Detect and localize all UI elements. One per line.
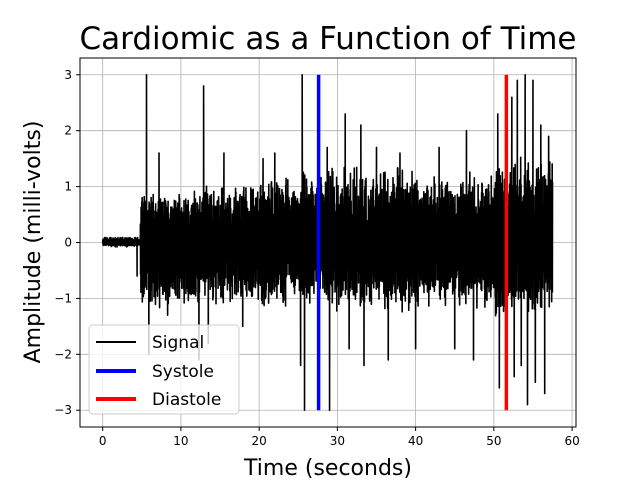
y-axis-ticks: −3 −2 −1 0 1 2 3: [54, 68, 80, 417]
legend-label-systole: Systole: [152, 362, 214, 382]
legend: Signal Systole Diastole: [88, 324, 240, 415]
y-tick-label: −1: [54, 291, 72, 305]
x-tick-label: 60: [564, 434, 579, 448]
signal-line: [101, 73, 554, 412]
legend-label-signal: Signal: [152, 333, 204, 353]
x-tick-label: 40: [408, 434, 423, 448]
y-tick-label: 3: [64, 68, 72, 82]
x-axis-label: Time (seconds): [243, 456, 412, 480]
x-tick-label: 30: [330, 434, 345, 448]
y-tick-label: 0: [64, 236, 72, 250]
x-tick-label: 10: [173, 434, 188, 448]
chart-title: Cardiomic as a Function of Time: [80, 21, 577, 57]
y-tick-label: −2: [54, 347, 72, 361]
y-tick-label: 2: [64, 124, 72, 138]
y-axis-label: Amplitude (milli-volts): [21, 121, 46, 364]
x-tick-label: 20: [252, 434, 267, 448]
marker-lines: [316, 74, 509, 411]
x-tick-label: 0: [99, 434, 107, 448]
y-tick-label: 1: [64, 180, 72, 194]
signal-series: [101, 73, 554, 412]
legend-label-diastole: Diastole: [152, 390, 221, 410]
legend-box: [88, 324, 240, 415]
y-tick-label: −3: [54, 403, 72, 417]
x-axis-ticks: 0 10 20 30 40 50 60: [99, 427, 580, 448]
x-tick-label: 50: [486, 434, 501, 448]
